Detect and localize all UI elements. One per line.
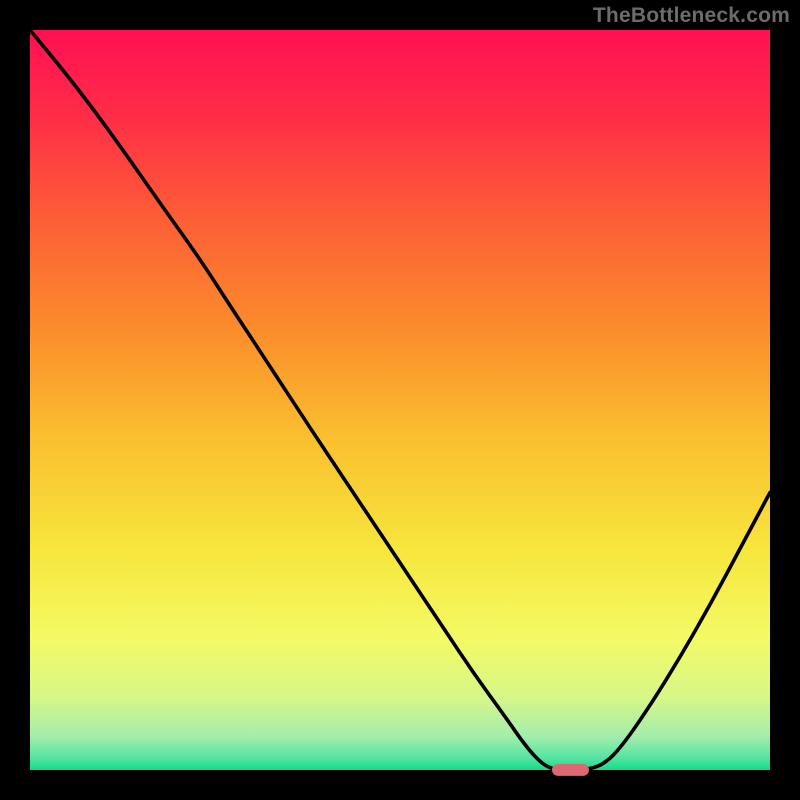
chart-curve [30,30,770,770]
optimum-marker-pill [552,764,589,776]
watermark-text: TheBottleneck.com [593,4,790,28]
chart-frame: TheBottleneck.com [0,0,800,800]
chart-curve-path [30,30,770,770]
optimum-marker [552,764,589,776]
plot-area [30,30,770,770]
